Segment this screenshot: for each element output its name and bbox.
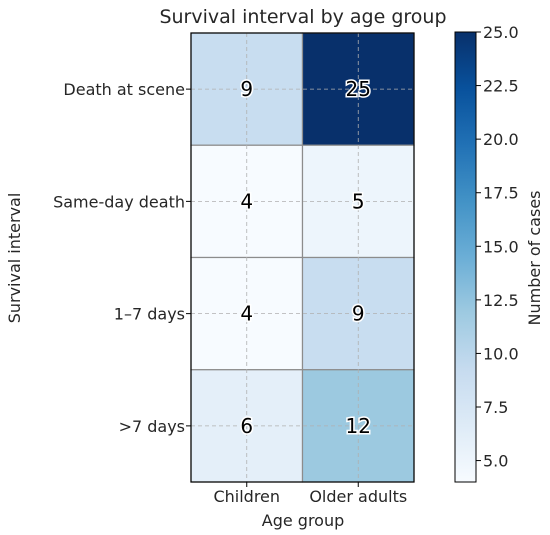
x-axis-label: Age group <box>262 511 345 530</box>
x-tick-labels: Children Older adults <box>213 482 407 506</box>
y-tick-labels: Death at scene Same-day death 1–7 days >7 d… <box>53 80 191 436</box>
heatmap-cells <box>190 32 415 483</box>
colorbar-label: Number of cases <box>525 191 544 326</box>
cell-value-label: 4 <box>240 302 253 326</box>
colorbar-tick-label: 15.0 <box>483 237 519 256</box>
colorbar-tick-label: 25.0 <box>483 23 519 42</box>
colorbar-tick-label: 10.0 <box>483 344 519 363</box>
colorbar-ticks: 5.0 7.5 10.0 12.5 15.0 17.5 20.0 22.5 25.0 <box>476 23 519 471</box>
colorbar-tick-label: 20.0 <box>483 130 519 149</box>
cell-value-label: 12 <box>346 414 371 438</box>
y-tick-label: Same-day death <box>53 192 185 211</box>
y-tick-label: >7 days <box>119 417 185 436</box>
x-tick-label: Older adults <box>309 487 407 506</box>
cell-value-label: 9 <box>352 302 365 326</box>
cell-value-label: 5 <box>352 189 365 213</box>
cell-value-label: 4 <box>240 189 253 213</box>
cell-value-label: 9 <box>240 77 253 101</box>
y-axis-label: Survival interval <box>5 193 24 324</box>
cell-value-label: 6 <box>240 414 253 438</box>
colorbar-tick-label: 22.5 <box>483 77 519 96</box>
colorbar <box>454 31 477 483</box>
colorbar-tick-label: 12.5 <box>483 291 519 310</box>
colorbar-tick-label: 5.0 <box>483 452 508 471</box>
chart-title: Survival interval by age group <box>159 6 446 28</box>
y-tick-label: 1–7 days <box>114 305 185 324</box>
cell-value-label: 25 <box>346 77 371 101</box>
x-tick-label: Children <box>213 487 280 506</box>
y-tick-label: Death at scene <box>63 80 185 99</box>
colorbar-tick-label: 7.5 <box>483 398 508 417</box>
colorbar-tick-label: 17.5 <box>483 184 519 203</box>
gridlines <box>191 33 414 482</box>
plot-frame <box>190 32 415 483</box>
cell-value-labels: 9 25 4 5 4 9 6 12 <box>239 76 373 440</box>
